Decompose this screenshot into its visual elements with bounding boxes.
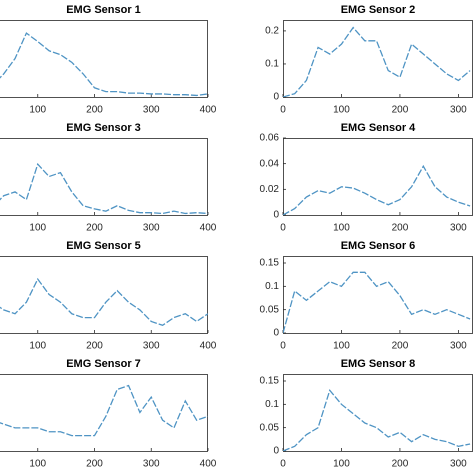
x-tick-label: 100 xyxy=(333,105,350,116)
y-tick-label: 0.15 xyxy=(260,376,280,387)
x-tick-label: 200 xyxy=(86,341,103,352)
subplot-title: EMG Sensor 4 xyxy=(341,122,416,134)
x-tick-label: 200 xyxy=(86,223,103,234)
x-tick-label: 0 xyxy=(280,223,286,234)
y-tick-label: 0.05 xyxy=(260,304,280,315)
y-tick-label: 0.2 xyxy=(265,26,279,37)
y-tick-label: 0 xyxy=(273,328,279,339)
x-tick-label: 300 xyxy=(450,105,467,116)
subplot-title: EMG Sensor 3 xyxy=(66,122,141,134)
x-tick-label: 0 xyxy=(280,105,286,116)
axes-box xyxy=(0,138,208,216)
x-tick-label: 100 xyxy=(29,105,46,116)
x-tick-label: 0 xyxy=(280,341,286,352)
x-tick-label: 200 xyxy=(392,105,409,116)
y-tick-label: 0.02 xyxy=(260,184,280,195)
x-tick-label: 400 xyxy=(200,459,217,470)
x-tick-label: 300 xyxy=(450,223,467,234)
x-tick-label: 100 xyxy=(333,341,350,352)
axes-box xyxy=(0,374,208,452)
x-tick-label: 200 xyxy=(86,459,103,470)
x-tick-label: 300 xyxy=(450,459,467,470)
x-tick-label: 300 xyxy=(143,459,160,470)
subplot-title: EMG Sensor 5 xyxy=(66,240,141,252)
data-line xyxy=(0,277,208,327)
subplot-title: EMG Sensor 8 xyxy=(341,358,416,370)
data-line xyxy=(0,162,208,215)
axes-box xyxy=(0,256,208,334)
x-tick-label: 200 xyxy=(392,459,409,470)
x-tick-label: 100 xyxy=(333,223,350,234)
y-tick-label: 0 xyxy=(273,446,279,457)
data-line xyxy=(0,384,208,437)
axes-box xyxy=(283,20,473,98)
subplot-title: EMG Sensor 1 xyxy=(66,4,141,16)
x-tick-label: 200 xyxy=(392,223,409,234)
y-tick-label: 0.1 xyxy=(265,399,279,410)
x-tick-label: 100 xyxy=(29,341,46,352)
y-tick-label: 0.1 xyxy=(265,281,279,292)
x-tick-label: 300 xyxy=(143,341,160,352)
y-tick-label: 0.05 xyxy=(260,422,280,433)
x-tick-label: 400 xyxy=(200,105,217,116)
axes-box xyxy=(283,256,473,334)
y-tick-label: 0.04 xyxy=(260,158,280,169)
x-tick-label: 200 xyxy=(392,341,409,352)
data-line xyxy=(0,32,208,97)
axes-box xyxy=(283,138,473,216)
x-tick-label: 300 xyxy=(143,105,160,116)
y-tick-label: 0.1 xyxy=(265,59,279,70)
x-tick-label: 0 xyxy=(280,459,286,470)
y-tick-label: 0.15 xyxy=(260,258,280,269)
x-tick-label: 200 xyxy=(86,105,103,116)
data-line xyxy=(283,389,471,451)
axes-box xyxy=(283,374,473,452)
data-line xyxy=(283,271,471,333)
x-tick-label: 400 xyxy=(200,223,217,234)
x-tick-label: 100 xyxy=(29,223,46,234)
x-tick-label: 300 xyxy=(450,341,467,352)
y-tick-label: 0.06 xyxy=(260,133,280,144)
data-line xyxy=(283,164,471,215)
x-tick-label: 400 xyxy=(200,341,217,352)
subplot-title: EMG Sensor 6 xyxy=(341,240,416,252)
axes-box xyxy=(0,20,208,98)
x-tick-label: 100 xyxy=(29,459,46,470)
y-tick-label: 0 xyxy=(273,92,279,103)
subplot-title: EMG Sensor 2 xyxy=(341,4,416,16)
y-tick-label: 0 xyxy=(273,210,279,221)
x-tick-label: 300 xyxy=(143,223,160,234)
x-tick-label: 100 xyxy=(333,459,350,470)
subplot-title: EMG Sensor 7 xyxy=(66,358,141,370)
